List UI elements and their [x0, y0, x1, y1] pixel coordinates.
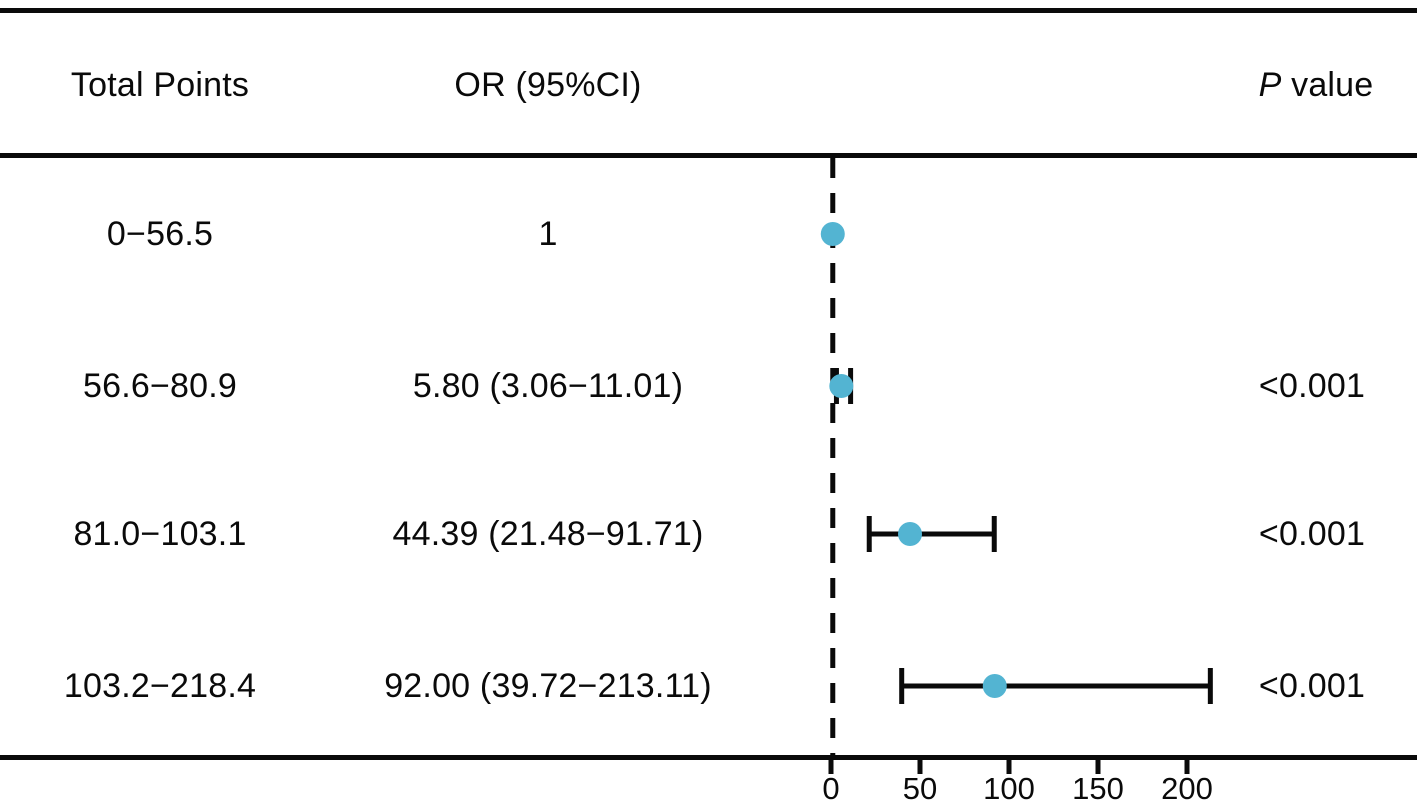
or-ci-value: 44.39 (21.48−91.71): [392, 515, 704, 553]
p-header-rest: value: [1281, 66, 1374, 104]
forest-row-marks: [829, 368, 854, 404]
or-ci-value: 1: [538, 215, 558, 253]
or-ci-value: 92.00 (39.72−213.11): [384, 667, 712, 705]
forest-row-marks: [820, 222, 845, 246]
top-rule: [0, 8, 1417, 13]
col-header-p-value: P value: [1259, 68, 1374, 102]
axis-tick-label: 0: [822, 771, 839, 803]
col-header-total-points: Total Points: [70, 66, 250, 104]
or-point: [820, 222, 845, 246]
col-header-or-ci: OR (95%CI): [454, 66, 642, 104]
forest-row-marks: [899, 668, 1213, 704]
p-value: <0.001: [1258, 367, 1366, 405]
axis-tick-label: 100: [983, 771, 1035, 803]
total-points-range: 0−56.5: [106, 215, 214, 253]
total-points-range: 81.0−103.1: [73, 515, 247, 553]
or-point: [898, 522, 923, 546]
header-rule: [0, 153, 1417, 158]
or-point: [982, 674, 1007, 698]
forest-row-marks: [866, 516, 997, 552]
axis-tick-label: 150: [1072, 771, 1124, 803]
axis-tick-label: 50: [903, 771, 937, 803]
or-ci-value: 5.80 (3.06−11.01): [412, 367, 684, 405]
total-points-range: 56.6−80.9: [82, 367, 238, 405]
axis-rule: [0, 755, 1417, 760]
axis-tick-label: 200: [1161, 771, 1213, 803]
p-value: <0.001: [1258, 667, 1366, 705]
p-header-italic: P: [1258, 66, 1282, 104]
total-points-range: 103.2−218.4: [63, 667, 257, 705]
p-value: <0.001: [1258, 515, 1366, 553]
or-point: [829, 374, 854, 398]
